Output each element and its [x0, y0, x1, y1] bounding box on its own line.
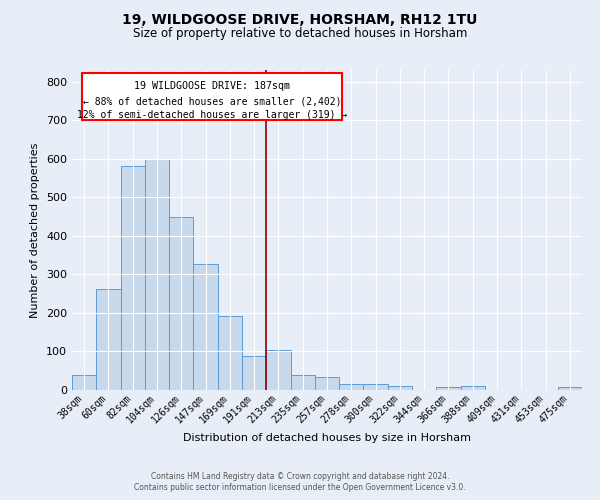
Text: 19, WILDGOOSE DRIVE, HORSHAM, RH12 1TU: 19, WILDGOOSE DRIVE, HORSHAM, RH12 1TU — [122, 12, 478, 26]
Bar — [193, 264, 218, 390]
Text: Size of property relative to detached houses in Horsham: Size of property relative to detached ho… — [133, 28, 467, 40]
Bar — [121, 166, 145, 390]
Bar — [218, 316, 242, 390]
FancyBboxPatch shape — [82, 73, 342, 120]
Text: 19 WILDGOOSE DRIVE: 187sqm: 19 WILDGOOSE DRIVE: 187sqm — [134, 81, 290, 91]
Bar — [290, 374, 315, 390]
Bar — [461, 386, 485, 390]
Bar — [364, 384, 388, 390]
Bar — [169, 218, 193, 390]
Bar — [145, 158, 169, 390]
Y-axis label: Number of detached properties: Number of detached properties — [31, 142, 40, 318]
Bar — [96, 288, 121, 390]
Bar — [266, 350, 290, 390]
X-axis label: Distribution of detached houses by size in Horsham: Distribution of detached houses by size … — [183, 433, 471, 443]
Bar — [558, 387, 582, 390]
Bar — [242, 356, 266, 390]
Bar — [388, 386, 412, 390]
Bar — [339, 384, 364, 390]
Text: ← 88% of detached houses are smaller (2,402): ← 88% of detached houses are smaller (2,… — [83, 96, 341, 106]
Text: 12% of semi-detached houses are larger (319) →: 12% of semi-detached houses are larger (… — [77, 110, 347, 120]
Text: Contains HM Land Registry data © Crown copyright and database right 2024.: Contains HM Land Registry data © Crown c… — [151, 472, 449, 481]
Bar — [72, 374, 96, 390]
Bar — [315, 378, 339, 390]
Bar — [436, 388, 461, 390]
Text: Contains public sector information licensed under the Open Government Licence v3: Contains public sector information licen… — [134, 484, 466, 492]
